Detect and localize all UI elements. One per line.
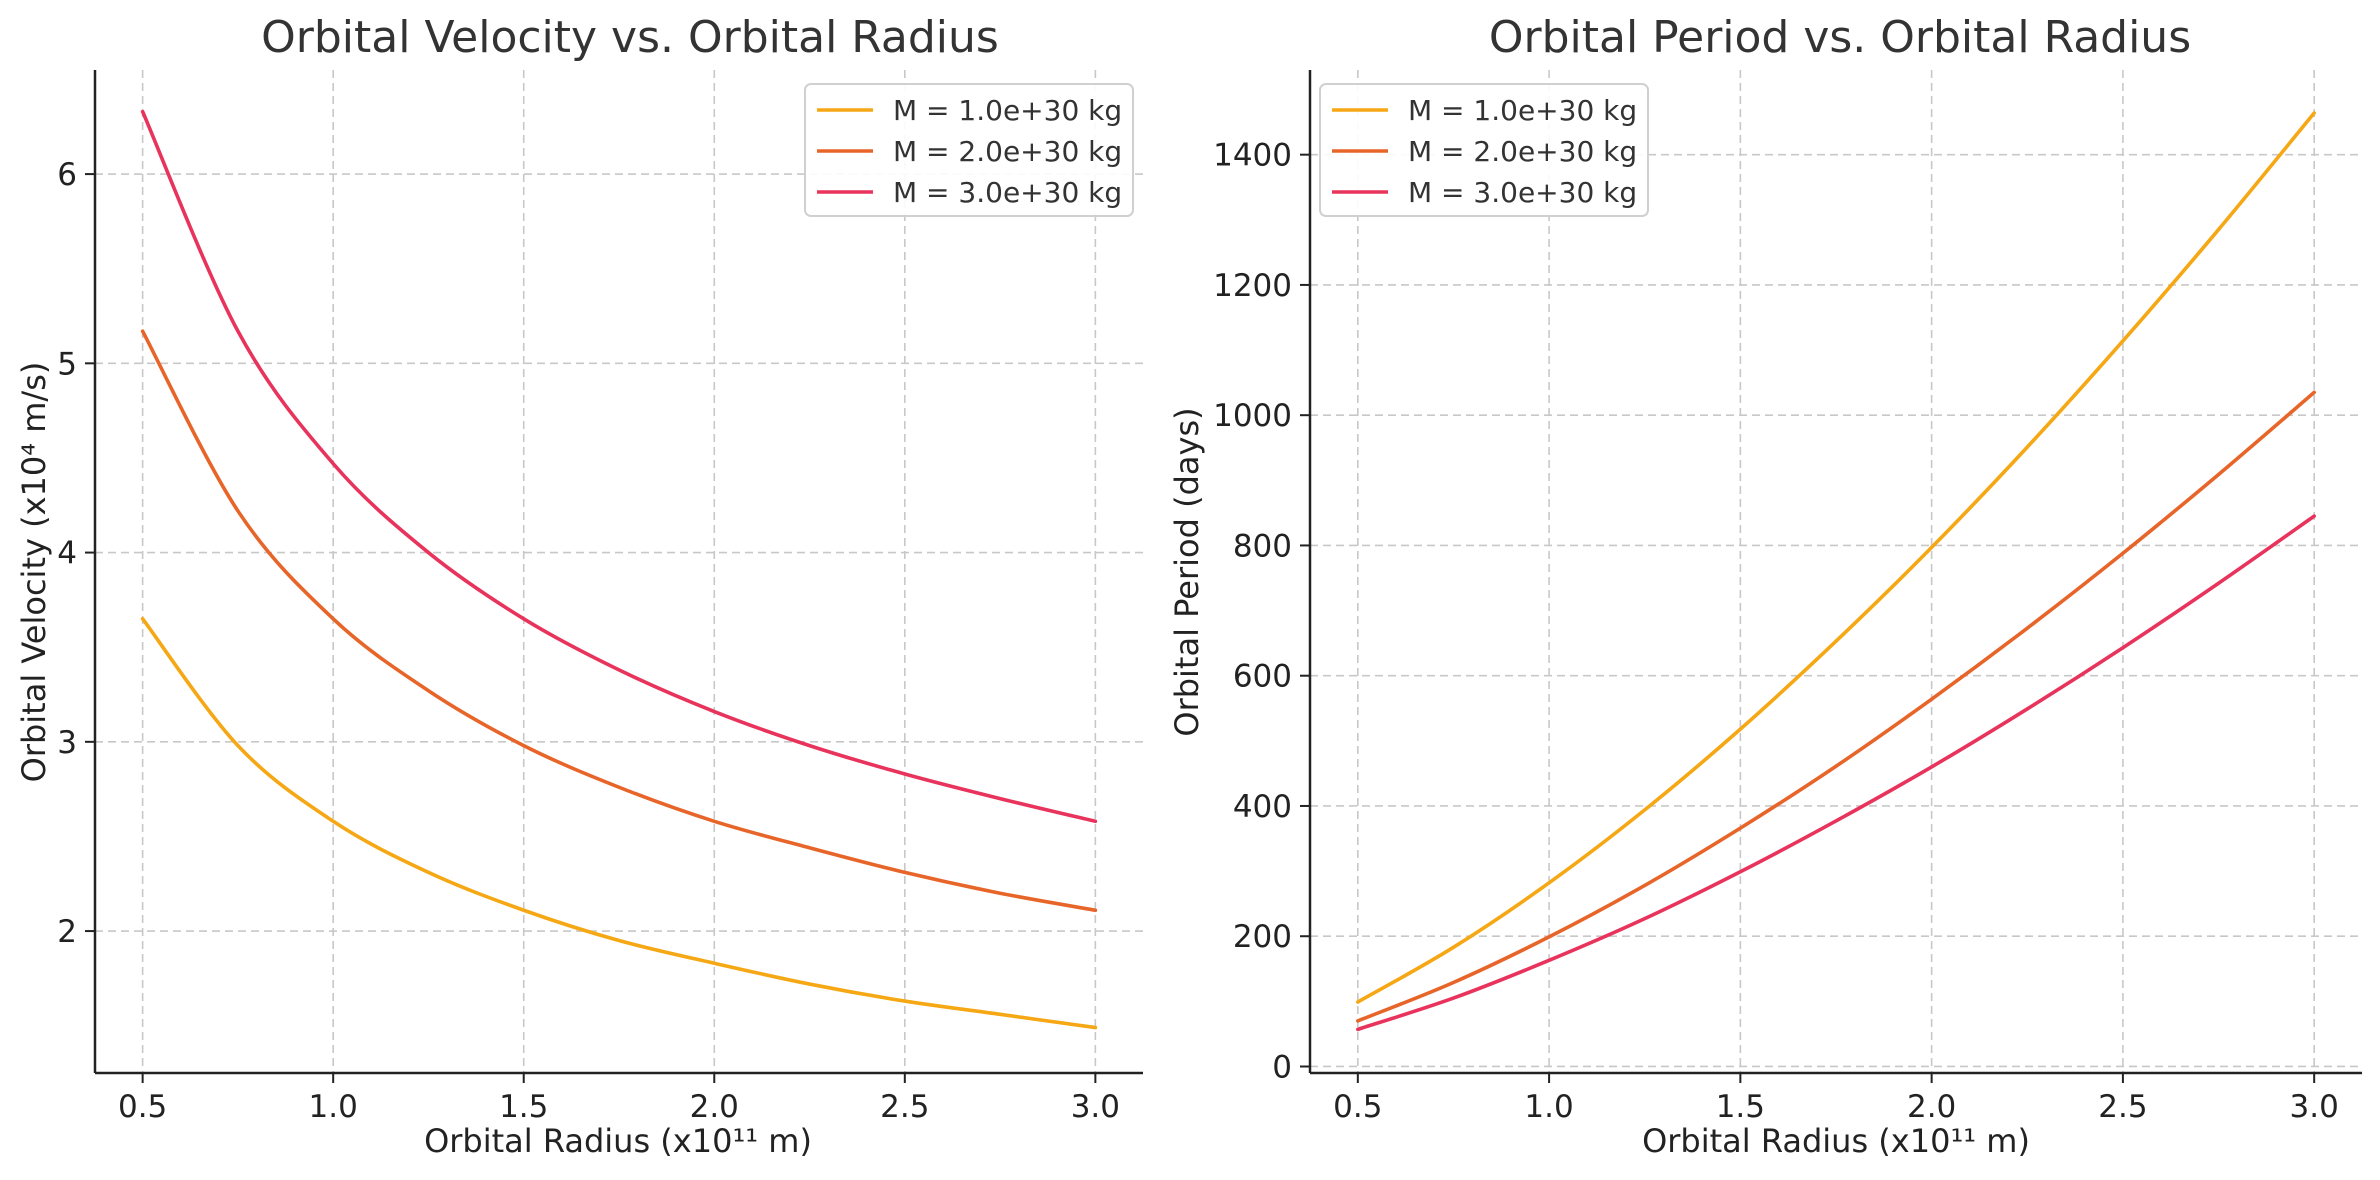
legend-entry: M = 3.0e+30 kg bbox=[893, 176, 1122, 209]
velocity-axes: 0.5 1.0 1.5 2.0 2.5 3.0 2 3 4 5 6 bbox=[57, 70, 1143, 1125]
x-tick-label: 1.5 bbox=[1716, 1089, 1765, 1125]
x-tick-label: 0.5 bbox=[118, 1089, 167, 1125]
period-legend: M = 1.0e+30 kg M = 2.0e+30 kg M = 3.0e+30 … bbox=[1319, 83, 1649, 217]
y-tick-label: 400 bbox=[1233, 789, 1292, 825]
period-axes: 0.5 1.0 1.5 2.0 2.5 3.0 0 200 400 600 800 1000 1200 1… bbox=[1213, 70, 2362, 1125]
x-tick-label: 2.5 bbox=[880, 1089, 929, 1125]
series-line-1 bbox=[1356, 111, 2316, 1004]
legend-box bbox=[804, 83, 1134, 217]
x-tick-label: 2.5 bbox=[2098, 1089, 2147, 1125]
y-tick-label: 6 bbox=[57, 157, 77, 193]
period-series bbox=[1356, 111, 2316, 1032]
series-line-3 bbox=[1356, 514, 2316, 1032]
legend-entry: M = 2.0e+30 kg bbox=[893, 135, 1122, 168]
x-tick-label: 3.0 bbox=[1071, 1089, 1120, 1125]
y-tick-label: 1000 bbox=[1213, 398, 1292, 434]
legend-entry: M = 1.0e+30 kg bbox=[893, 94, 1122, 127]
x-tick-label: 2.0 bbox=[690, 1089, 739, 1125]
y-tick-label: 800 bbox=[1233, 528, 1292, 564]
period-y-axis-label: Orbital Period (days) bbox=[1168, 407, 1206, 736]
y-tick-label: 600 bbox=[1233, 659, 1292, 695]
velocity-legend: M = 1.0e+30 kg M = 2.0e+30 kg M = 3.0e+30 … bbox=[804, 83, 1134, 217]
x-tick-label: 0.5 bbox=[1333, 1089, 1382, 1125]
y-tick-label: 0 bbox=[1272, 1049, 1292, 1085]
velocity-y-axis-label: Orbital Velocity (x10⁴ m/s) bbox=[15, 362, 53, 783]
y-tick-label: 3 bbox=[57, 725, 77, 761]
series-line-1 bbox=[140, 617, 1098, 1030]
series-line-2 bbox=[140, 329, 1098, 913]
velocity-chart-title: Orbital Velocity vs. Orbital Radius bbox=[261, 12, 999, 63]
velocity-grid bbox=[95, 70, 1143, 1073]
series-line-3 bbox=[140, 109, 1098, 824]
velocity-x-axis-label: Orbital Radius (x10¹¹ m) bbox=[424, 1122, 812, 1160]
x-tick-label: 3.0 bbox=[2290, 1089, 2339, 1125]
period-chart-title: Orbital Period vs. Orbital Radius bbox=[1489, 12, 2191, 63]
series-line-2 bbox=[1356, 390, 2316, 1023]
y-tick-label: 5 bbox=[57, 346, 77, 382]
y-tick-label: 1400 bbox=[1213, 138, 1292, 174]
legend-entry: M = 2.0e+30 kg bbox=[1408, 135, 1637, 168]
x-tick-label: 1.0 bbox=[309, 1089, 358, 1125]
y-tick-label: 2 bbox=[57, 914, 77, 950]
x-tick-label: 1.5 bbox=[499, 1089, 548, 1125]
y-tick-label: 1200 bbox=[1213, 268, 1292, 304]
period-x-axis-label: Orbital Radius (x10¹¹ m) bbox=[1642, 1122, 2030, 1160]
y-tick-label: 4 bbox=[57, 536, 77, 572]
period-grid bbox=[1310, 70, 2362, 1073]
x-tick-label: 2.0 bbox=[1907, 1089, 1956, 1125]
legend-box bbox=[1319, 83, 1649, 217]
velocity-series bbox=[140, 109, 1098, 1030]
period-chart: 0.5 1.0 1.5 2.0 2.5 3.0 0 200 400 600 800 1000 1200 1… bbox=[1168, 12, 2362, 1160]
y-tick-label: 200 bbox=[1233, 919, 1292, 955]
legend-entry: M = 1.0e+30 kg bbox=[1408, 94, 1637, 127]
x-tick-label: 1.0 bbox=[1524, 1089, 1573, 1125]
legend-entry: M = 3.0e+30 kg bbox=[1408, 176, 1637, 209]
